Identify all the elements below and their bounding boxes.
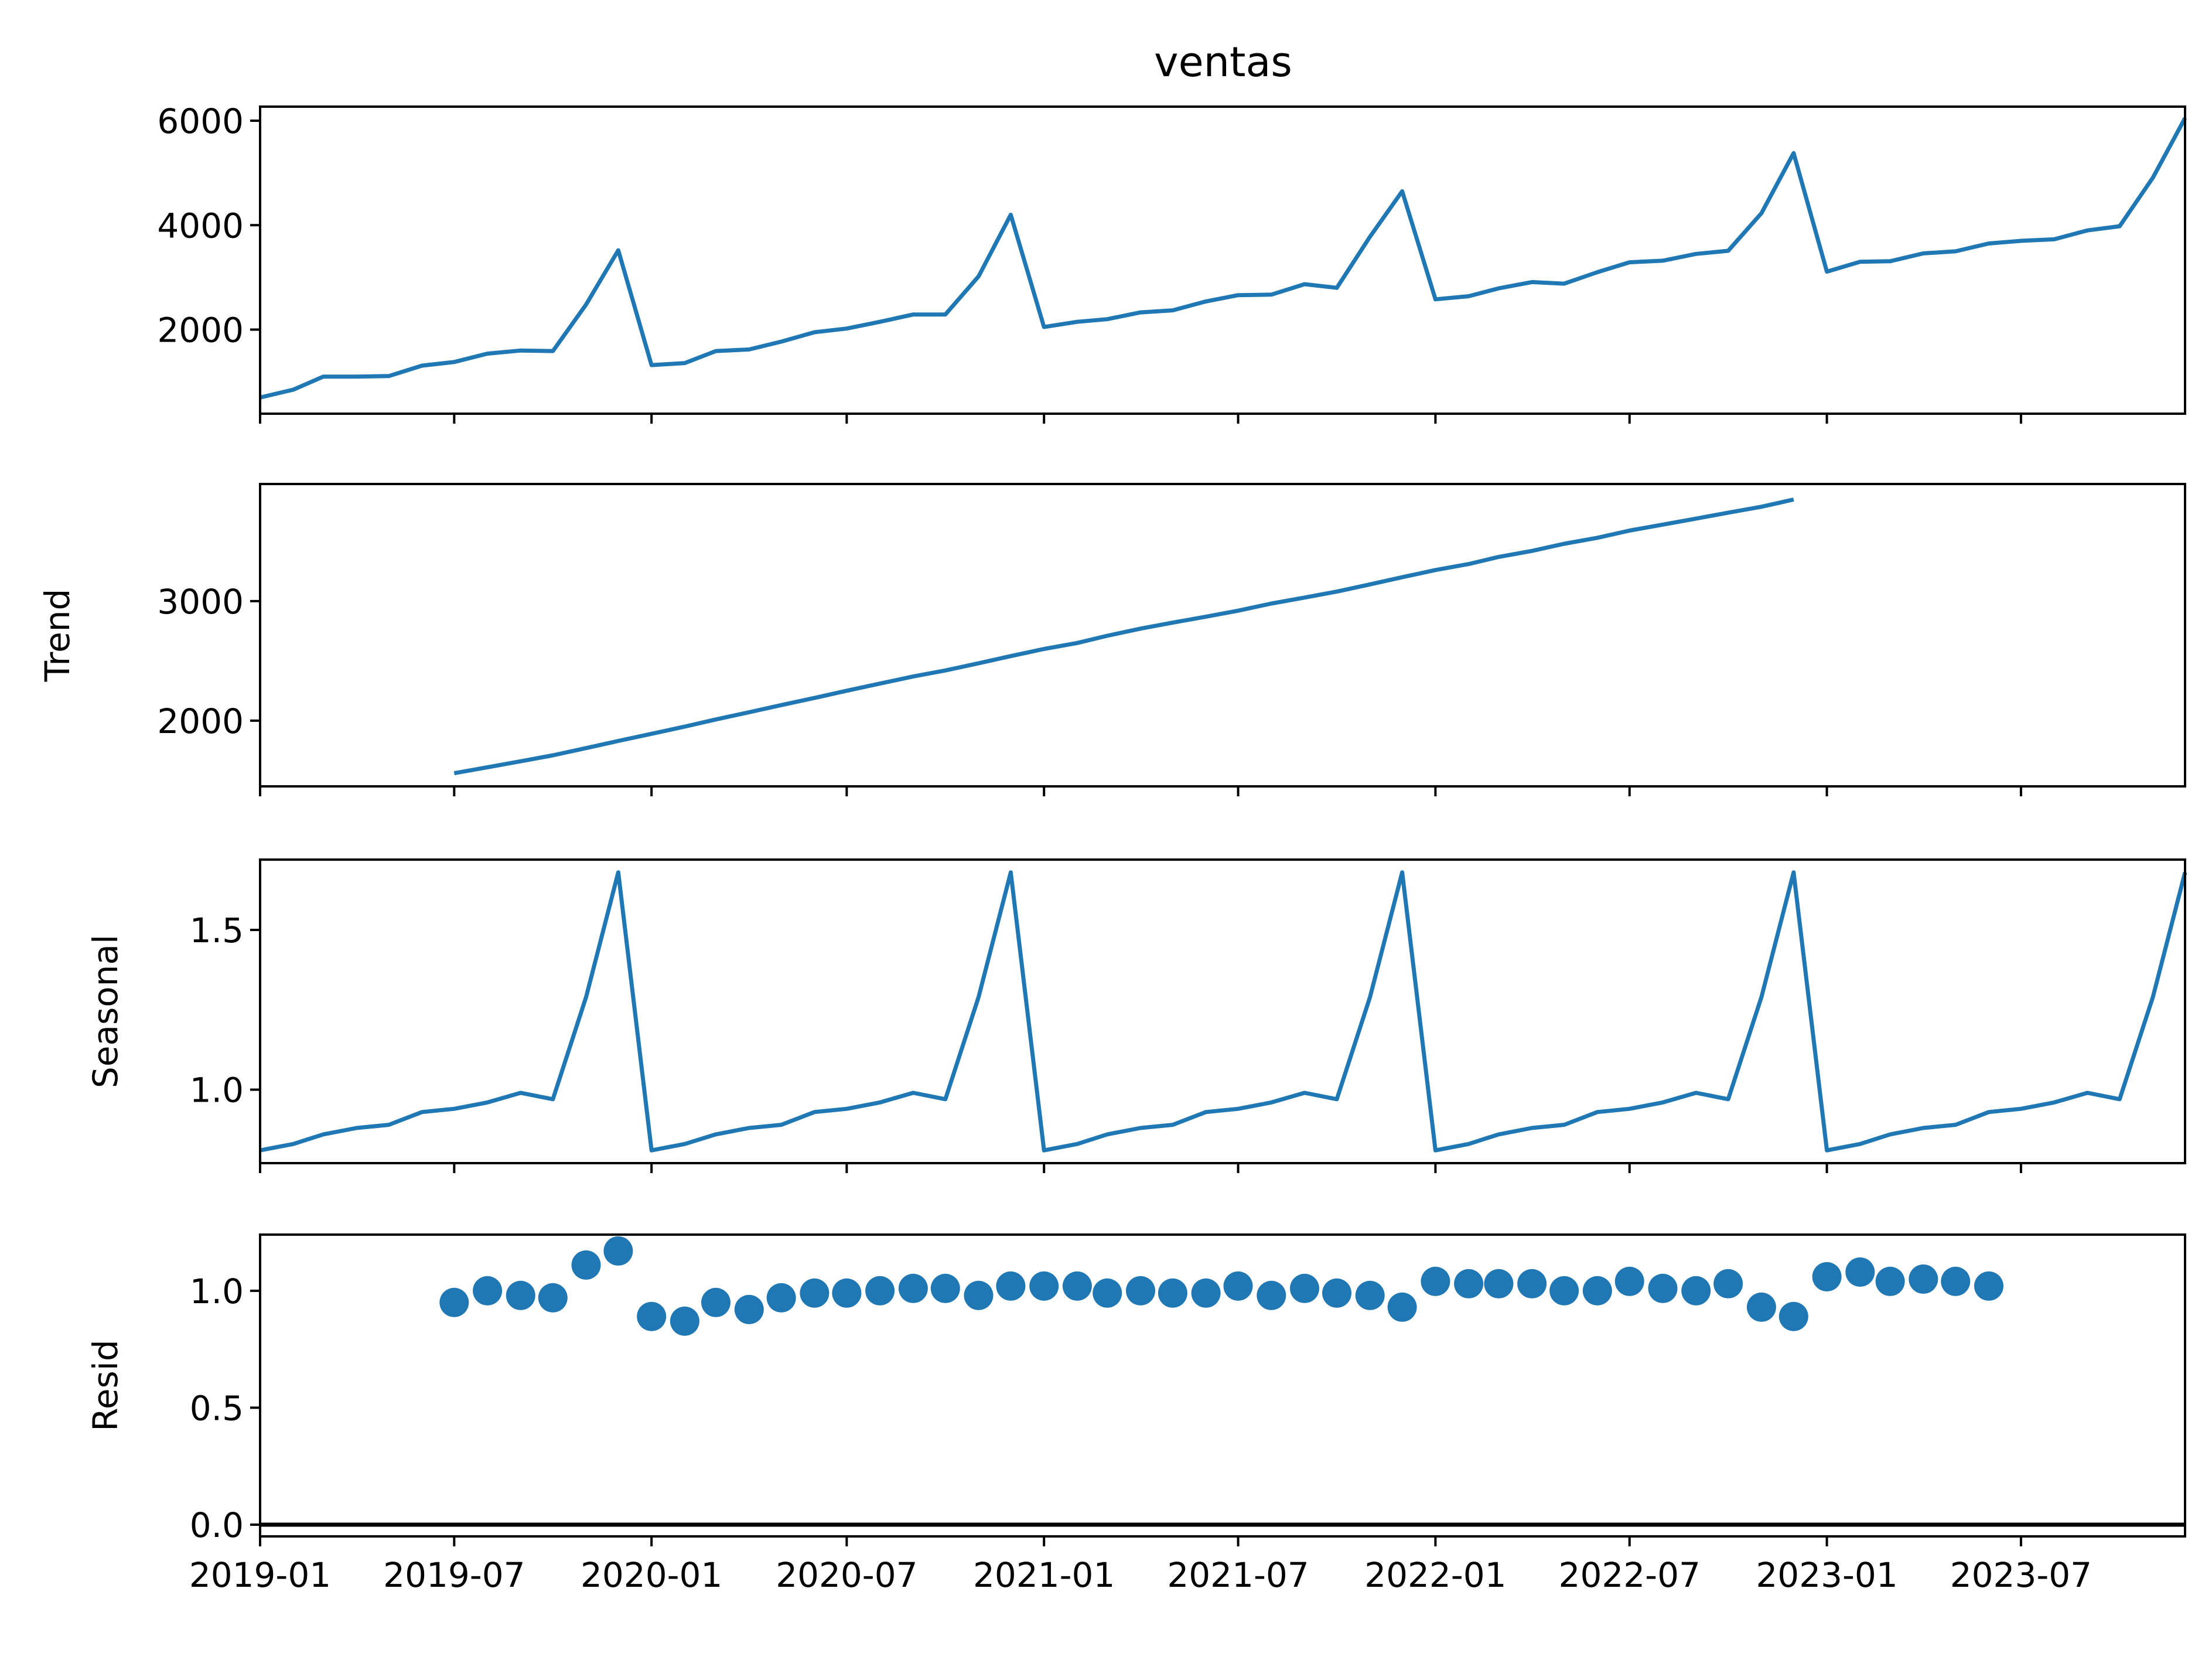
y-tick-label: 0.0 [190,1505,244,1545]
resid-point [637,1301,667,1331]
resid-point [1549,1276,1579,1306]
resid-point [670,1306,699,1336]
seasonal-line [260,870,2187,1153]
resid-point [1322,1278,1351,1308]
x-tick-label: 2022-01 [1364,1555,1506,1595]
resid-point [603,1236,633,1266]
y-axis-label: Seasonal [86,935,125,1088]
resid-point [1746,1292,1776,1322]
resid-point [1517,1269,1547,1298]
x-tick-label: 2020-07 [776,1555,917,1595]
chart-title: ventas [1154,38,1292,86]
resid-point [734,1294,764,1324]
panel-resid: 0.0 0.5 1.0 Resid [86,1233,2186,1546]
x-tick-label: 2021-01 [973,1555,1115,1595]
resid-point [996,1271,1026,1301]
resid-point [1484,1269,1514,1298]
resid-point [506,1280,535,1310]
panel-seasonal: 1.0 1.5 Seasonal [86,858,2187,1173]
y-axis-label: Trend [37,589,77,683]
y-tick-label: 3000 [157,582,244,622]
resid-point [865,1276,895,1306]
resid-point [1648,1273,1678,1303]
resid-point [1223,1271,1253,1301]
panel-frame [259,105,2186,415]
resid-point [832,1278,862,1308]
resid-point [1421,1266,1450,1296]
resid-point [1875,1266,1905,1296]
x-tick-label: 2020-01 [581,1555,722,1595]
x-tick-label: 2023-07 [1950,1555,2092,1595]
resid-point [1614,1266,1644,1296]
panel-observed: 2000 4000 6000 [157,101,2187,424]
resid-point [1974,1271,2003,1301]
y-tick-label: 1.5 [190,911,244,950]
resid-point [800,1278,830,1308]
resid-point [1029,1271,1059,1301]
panel-frame [259,858,2186,1164]
resid-point [898,1273,928,1303]
y-tick-label: 6000 [157,101,244,141]
x-tick-label: 2019-01 [189,1555,331,1595]
resid-point [930,1273,960,1303]
resid-point [1454,1269,1484,1298]
y-tick-label: 2000 [157,311,244,350]
resid-point [439,1287,469,1317]
observed-line [260,117,2187,400]
panel-frame [259,483,2186,788]
resid-point [701,1287,730,1317]
x-tick-label: 2023-01 [1756,1555,1897,1595]
resid-point [1355,1280,1385,1310]
resid-point [1941,1266,1971,1296]
x-tick-label: 2021-07 [1167,1555,1309,1595]
resid-point [1290,1273,1319,1303]
resid-point [473,1276,503,1306]
y-tick-label: 2000 [157,701,244,741]
resid-point [1093,1278,1122,1308]
y-tick-label: 0.5 [190,1388,244,1428]
x-axis: 2019-01 2019-07 2020-01 2020-07 2021-01 2021-… [189,1555,2092,1595]
panels: 2000 4000 6000 2000 3000 Trend 1.0 1.5 Seasonal 0… [37,101,2187,1546]
y-tick-label: 1.0 [190,1272,244,1311]
resid-point [1812,1262,1842,1291]
resid-point [1582,1276,1612,1306]
resid-point [1158,1278,1187,1308]
resid-point [1681,1276,1711,1306]
resid-point [1845,1257,1875,1287]
y-tick-label: 4000 [157,206,244,246]
resid-point [1257,1280,1286,1310]
panel-frame [259,1233,2186,1538]
resid-point [571,1250,601,1280]
resid-point [1779,1301,1808,1331]
resid-point [538,1283,568,1313]
resid-point [1126,1276,1155,1306]
resid-point [1062,1271,1092,1301]
trend-line [453,497,1794,776]
x-tick-label: 2022-07 [1559,1555,1701,1595]
x-tick-label: 2019-07 [383,1555,525,1595]
resid-point [1909,1264,1938,1294]
panel-trend: 2000 3000 Trend [37,483,2186,796]
resid-point [1713,1269,1743,1298]
resid-point [1387,1292,1417,1322]
y-tick-label: 1.0 [190,1071,244,1110]
resid-point [964,1280,994,1310]
resid-point [766,1283,796,1313]
resid-point [1191,1278,1221,1308]
y-axis-label: Resid [86,1340,125,1432]
